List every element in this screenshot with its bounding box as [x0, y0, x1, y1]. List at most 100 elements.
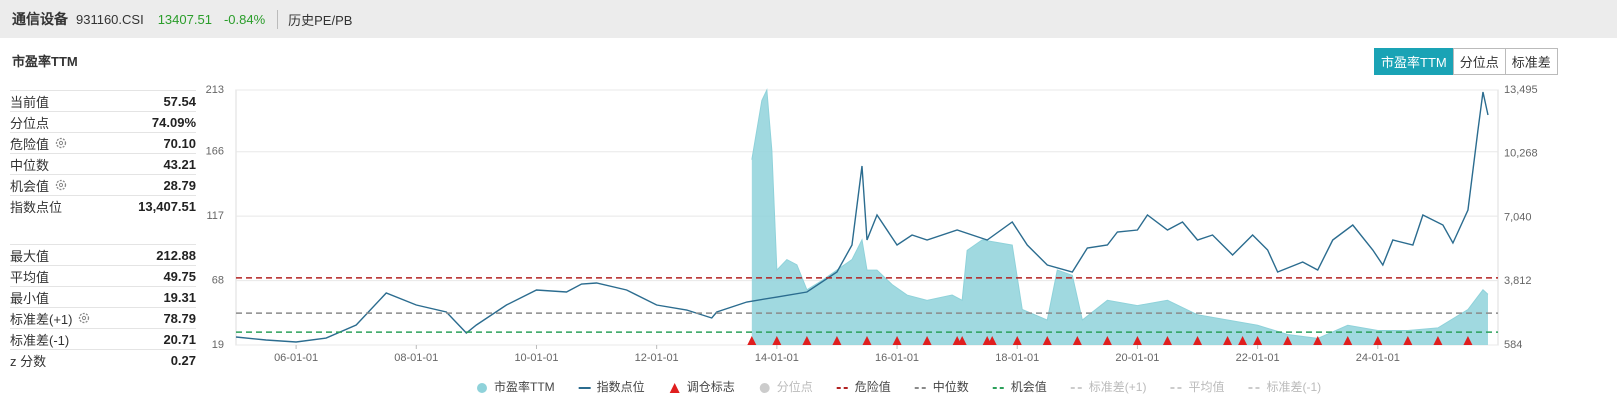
- legend-symbol: [759, 383, 770, 393]
- legend-symbol: [477, 383, 487, 393]
- x-tick-label: 22-01-01: [1236, 352, 1280, 364]
- index-code: 931160.CSI: [76, 11, 144, 27]
- stats-value: 78.79: [163, 310, 196, 326]
- rebalance-marker: [1042, 336, 1052, 345]
- stats-label: 危险值: [10, 136, 50, 152]
- stats-value: 19.31: [163, 289, 196, 305]
- rebalance-marker: [1102, 336, 1112, 345]
- rebalance-marker: [1132, 336, 1142, 345]
- x-tick-label: 10-01-01: [514, 352, 558, 364]
- stats-group: 最大值 212.88 平均值 49.75 最小值 19.31 标准差(+1) 78.79 标准差…: [10, 244, 196, 370]
- stats-label: 平均值: [10, 269, 50, 285]
- stats-label: 标准差(+1): [10, 311, 73, 327]
- stats-label: 最小值: [10, 290, 50, 306]
- x-tick-label: 24-01-01: [1356, 352, 1400, 364]
- y-tick-label: 68: [212, 274, 224, 286]
- y-tick-label: 213: [206, 84, 224, 96]
- rebalance-marker: [1373, 336, 1383, 345]
- y2-tick-label: 13,495: [1504, 84, 1538, 96]
- rebalance-marker: [1343, 336, 1353, 345]
- stats-row: 机会值 28.79: [10, 174, 196, 195]
- stats-label: 当前值: [10, 94, 50, 110]
- area-line: [751, 88, 1489, 339]
- legend-label[interactable]: 标准差(-1): [1266, 380, 1321, 394]
- y2-tick-label: 584: [1504, 339, 1522, 351]
- rebalance-marker: [862, 336, 872, 345]
- legend-label[interactable]: 危险值: [855, 379, 891, 394]
- stats-label: 中位数: [10, 157, 50, 173]
- legend-label[interactable]: 平均值: [1188, 379, 1224, 394]
- area-fill: [751, 90, 1488, 345]
- stats-row: 分位点 74.09%: [10, 111, 196, 132]
- top-bar: 通信设备 931160.CSI 13407.51 -0.84% 历史PE/PB: [0, 0, 1617, 38]
- tab-button[interactable]: 标准差: [1504, 48, 1558, 75]
- x-tick-label: 20-01-01: [1115, 352, 1159, 364]
- stats-row: 标准差(+1) 78.79: [10, 307, 196, 328]
- rebalance-marker: [957, 336, 967, 345]
- panel-title: 市盈率TTM: [12, 54, 78, 69]
- x-tick-label: 14-01-01: [755, 352, 799, 364]
- gear-icon[interactable]: [78, 312, 90, 324]
- gear-icon[interactable]: [55, 179, 67, 191]
- stats-value: 0.27: [170, 352, 196, 368]
- stats-row: 标准差(-1) 20.71: [10, 328, 196, 349]
- rebalance-marker: [802, 336, 812, 345]
- legend-label[interactable]: 标准差(+1): [1089, 380, 1147, 394]
- stats-value: 13,407.51: [138, 198, 196, 214]
- gear-icon[interactable]: [55, 137, 67, 149]
- rebalance-marker: [1072, 336, 1082, 345]
- stats-label: 机会值: [10, 178, 50, 194]
- stats-row: 最小值 19.31: [10, 286, 196, 307]
- stats-row: 中位数 43.21: [10, 153, 196, 174]
- x-tick-label: 06-01-01: [274, 352, 318, 364]
- y2-tick-label: 7,040: [1504, 211, 1532, 223]
- legend-label[interactable]: 指数点位: [597, 379, 645, 394]
- rebalance-marker: [747, 336, 757, 345]
- x-tick-label: 18-01-01: [995, 352, 1039, 364]
- legend-label[interactable]: 分位点: [777, 379, 813, 394]
- legend-label[interactable]: 调仓标志: [687, 380, 735, 394]
- index-change: -0.84%: [223, 11, 266, 27]
- stats-label: 标准差(-1): [10, 332, 70, 348]
- y2-tick-label: 10,268: [1504, 148, 1538, 160]
- stats-label: 指数点位: [10, 199, 63, 215]
- x-tick-label: 16-01-01: [875, 352, 919, 364]
- legend-label[interactable]: 中位数: [933, 379, 969, 394]
- y-tick-label: 19: [212, 339, 224, 351]
- x-tick-label: 08-01-01: [394, 352, 438, 364]
- stats-value: 57.54: [163, 93, 196, 109]
- rebalance-marker: [1403, 336, 1413, 345]
- stats-group: 当前值 57.54 分位点 74.09% 危险值 70.10 中位数 43.21 机会值 28.7…: [10, 90, 196, 216]
- index-price: 13407.51: [157, 11, 212, 27]
- rebalance-marker: [1223, 336, 1233, 345]
- stats-row: 最大值 212.88: [10, 244, 196, 265]
- rebalance-marker: [1463, 336, 1473, 345]
- y-tick-label: 166: [206, 146, 224, 158]
- stats-row: z 分数 0.27: [10, 349, 196, 370]
- x-tick-label: 12-01-01: [635, 352, 679, 364]
- stats-value: 43.21: [163, 156, 196, 172]
- y2-tick-label: 3,812: [1504, 275, 1532, 287]
- stats-value: 20.71: [163, 331, 196, 347]
- button-group: 市盈率TTM 分位点 标准差: [1374, 48, 1558, 75]
- stats-value: 28.79: [163, 177, 196, 193]
- tab-button[interactable]: 市盈率TTM: [1374, 48, 1454, 75]
- index-name: 通信设备: [12, 11, 68, 27]
- rebalance-marker: [772, 336, 782, 345]
- stats-label: 分位点: [10, 115, 50, 131]
- tab[interactable]: 历史PE/PB: [277, 9, 352, 29]
- stats-row: 指数点位 13,407.51: [10, 195, 196, 216]
- legend-label[interactable]: 市盈率TTM: [494, 379, 555, 394]
- rebalance-marker: [1283, 336, 1293, 345]
- stats-value: 49.75: [163, 268, 196, 284]
- index-line: [235, 91, 1489, 343]
- stats-value: 212.88: [156, 247, 196, 263]
- stats-label: 最大值: [10, 248, 50, 264]
- rebalance-marker: [832, 336, 842, 345]
- legend-label[interactable]: 机会值: [1011, 379, 1047, 394]
- legend-symbol: [669, 383, 680, 393]
- rebalance-marker: [1238, 336, 1248, 345]
- rebalance-marker: [1193, 336, 1203, 345]
